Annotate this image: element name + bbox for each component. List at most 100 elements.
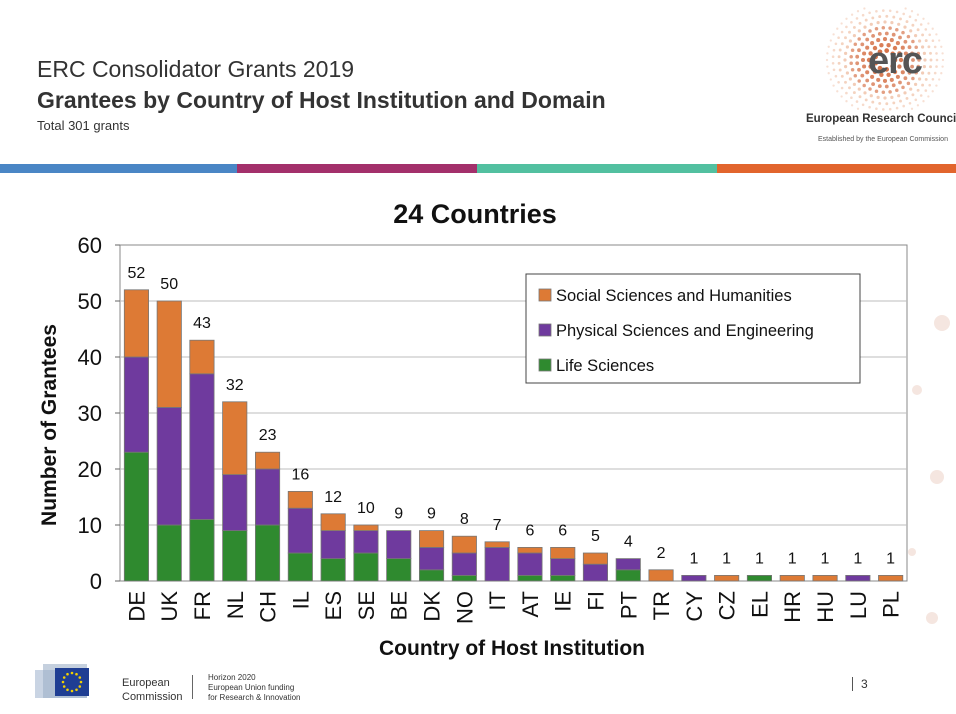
- logo-dot: [850, 104, 854, 107]
- logo-dot: [910, 51, 914, 56]
- legend-label: Life Sciences: [556, 357, 654, 375]
- logo-dot: [922, 17, 925, 20]
- logo-dot: [870, 41, 875, 46]
- bar-segment: [878, 575, 904, 582]
- bar-segment: [779, 575, 805, 582]
- bar-segment: [550, 547, 576, 560]
- x-tick-label: EL: [747, 591, 772, 618]
- logo-dot: [910, 10, 914, 13]
- x-tick-label: TR: [649, 591, 674, 620]
- logo-dot: [895, 10, 899, 14]
- color-stripe-blue: [0, 164, 237, 173]
- logo-dot: [827, 72, 830, 75]
- decorative-dot: [912, 385, 922, 395]
- logo-dot: [855, 17, 859, 20]
- eu-star-icon: [75, 672, 78, 676]
- x-tick-label: BE: [387, 591, 412, 620]
- bar-segment: [746, 575, 772, 582]
- decorative-dot: [926, 612, 938, 624]
- logo-dot: [852, 91, 856, 95]
- logo-dot: [914, 34, 918, 38]
- logo-dot: [845, 100, 848, 103]
- logo-dot: [884, 48, 890, 53]
- logo-dot: [871, 82, 875, 86]
- logo-dot: [826, 65, 829, 68]
- logo-dot: [876, 38, 881, 43]
- logo-dot: [931, 78, 935, 81]
- x-tick-label: LU: [846, 591, 871, 619]
- bar-segment: [484, 541, 510, 548]
- logo-dot: [901, 30, 905, 35]
- logo-dot: [935, 58, 939, 62]
- logo-dot: [850, 96, 853, 99]
- logo-dot: [840, 42, 844, 46]
- logo-dot: [871, 100, 875, 104]
- logo-dot: [917, 58, 921, 62]
- legend-label: Social Sciences and Humanities: [556, 287, 792, 305]
- bar-segment: [615, 558, 641, 571]
- logo-dot: [860, 73, 865, 78]
- logo-dot: [882, 9, 885, 12]
- logo-dot: [910, 107, 914, 110]
- logo-dot: [916, 28, 920, 32]
- logo-dot: [858, 21, 862, 25]
- legend-box: [525, 273, 861, 384]
- page-number-bar: [852, 677, 853, 691]
- logo-dot: [848, 77, 852, 81]
- decorative-dot: [934, 315, 950, 331]
- data-label: 1: [722, 550, 731, 567]
- logo-dot: [898, 57, 904, 63]
- logo-dot: [868, 51, 873, 56]
- data-label: 1: [788, 550, 797, 567]
- logo-dot: [903, 51, 908, 56]
- eu-star-icon: [79, 680, 83, 684]
- logo-dot: [890, 63, 896, 69]
- x-tick-label: AT: [518, 591, 543, 617]
- data-label: 50: [160, 276, 178, 293]
- logo-dot: [855, 61, 860, 66]
- logo-dot: [919, 94, 923, 97]
- logo-dot: [832, 48, 836, 52]
- eu-star-icon: [78, 676, 82, 679]
- eu-star-icon: [78, 685, 82, 688]
- logo-dot: [853, 73, 858, 78]
- bar-segment: [353, 530, 379, 554]
- logo-dot: [856, 107, 860, 110]
- bar-segment: [582, 563, 608, 582]
- logo-dot: [924, 28, 928, 31]
- logo-dot: [848, 30, 851, 34]
- logo-dot: [914, 98, 918, 102]
- x-tick-label: IL: [288, 591, 313, 609]
- logo-dot: [850, 48, 855, 53]
- color-stripe-purple: [237, 164, 477, 173]
- european-commission-text: European Commission: [122, 676, 183, 704]
- logo-dot: [892, 15, 896, 19]
- bar-segment: [123, 289, 150, 358]
- bar-segment: [123, 451, 150, 582]
- legend-label: Physical Sciences and Engineering: [556, 322, 814, 340]
- logo-dot: [874, 89, 879, 94]
- bar-segment: [681, 575, 707, 582]
- logo-dot: [904, 57, 910, 63]
- logo-dot: [852, 25, 856, 29]
- logo-dot: [903, 91, 907, 95]
- logo-dot: [931, 27, 934, 30]
- logo-dot: [897, 51, 902, 56]
- total-grants: Total 301 grants: [37, 118, 130, 133]
- logo-dot: [906, 34, 911, 39]
- logo-dot: [849, 54, 853, 59]
- x-tick-label: PT: [616, 591, 641, 619]
- logo-dot: [884, 84, 889, 89]
- logo-dot: [903, 64, 908, 69]
- bar-segment: [320, 530, 346, 559]
- eu-star-icon: [66, 688, 69, 692]
- logo-dot: [871, 34, 875, 38]
- logo-dot: [829, 39, 832, 42]
- logo-dot: [844, 65, 848, 69]
- logo-dot: [931, 90, 934, 93]
- eu-star-icon: [66, 672, 69, 676]
- logo-dot: [838, 48, 842, 52]
- logo-dot: [837, 81, 840, 84]
- logo-dot: [901, 85, 905, 90]
- logo-dot: [935, 33, 938, 36]
